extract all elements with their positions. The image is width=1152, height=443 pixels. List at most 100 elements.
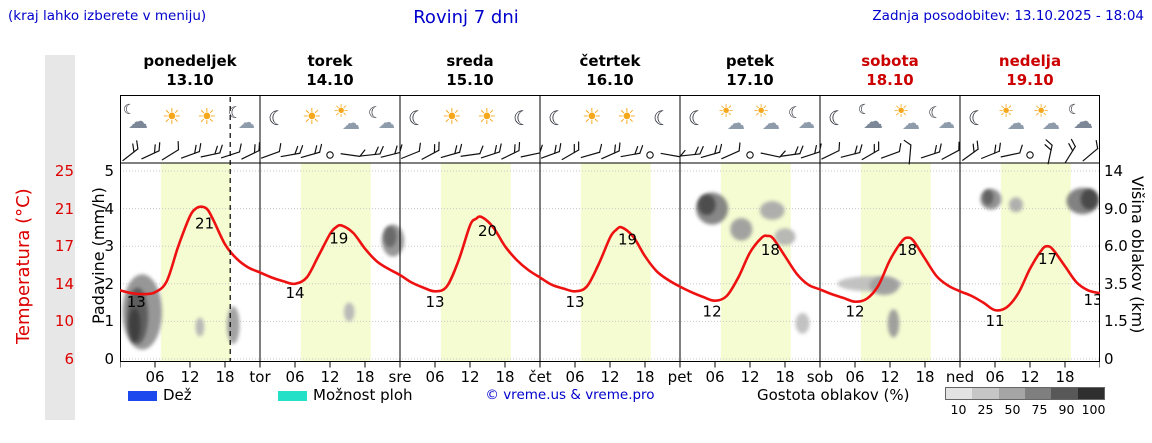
day-header-1: torek 14.10 bbox=[260, 52, 400, 92]
cloud-density-tick: 25 bbox=[977, 402, 994, 417]
day-date: 14.10 bbox=[306, 71, 354, 89]
temperature-value-label: 13 bbox=[565, 293, 584, 311]
sun-icon: ☀ bbox=[893, 100, 910, 122]
cloud-blob bbox=[982, 189, 994, 205]
wind-barb-icon bbox=[903, 139, 912, 165]
axis-tick: 6 bbox=[64, 350, 74, 368]
axis-tick: 1 bbox=[104, 312, 114, 331]
meteogram-chart: 13 21 14 19 13 20 13 19 12 18 12 18 11 17 13 bbox=[119, 95, 1103, 370]
wind-barb-icon bbox=[962, 140, 979, 161]
day-header-3: četrtek 16.10 bbox=[540, 52, 680, 92]
cloud-density-ticks: 10 25 50 75 90 100 bbox=[945, 402, 1107, 417]
wind-barb-icon bbox=[1044, 139, 1053, 165]
weather-icon-cloud-moon: ☾ ☁ bbox=[1066, 98, 1099, 142]
day-name: torek bbox=[307, 52, 353, 70]
cloud-icon: ☁ bbox=[863, 108, 883, 133]
cloud-height-axis-ticks: 14 9.0 6.0 3.5 1.5 0 bbox=[1104, 95, 1150, 375]
wind-barb-icon bbox=[460, 145, 484, 157]
cloud-blob bbox=[759, 201, 785, 220]
sun-icon: ☀ bbox=[477, 104, 497, 130]
axis-tick: 25 bbox=[54, 162, 74, 180]
sun-icon: ☀ bbox=[442, 104, 462, 130]
wind-barb-icon bbox=[601, 142, 621, 160]
weather-icon-sun: ☀ bbox=[191, 98, 224, 142]
weather-icon-sun-cloud: ☀ ☁ bbox=[716, 98, 749, 142]
cloud-icon: ☁ bbox=[238, 112, 255, 133]
rain-legend-swatch bbox=[128, 391, 157, 401]
day-date: 16.10 bbox=[586, 71, 634, 89]
wind-barb-icon bbox=[1064, 138, 1076, 164]
moon-icon: ☾ bbox=[968, 105, 986, 130]
sun-icon: ☀ bbox=[162, 104, 182, 130]
moon-icon: ☾ bbox=[1068, 101, 1081, 118]
weather-icon-moon: ☾ bbox=[261, 98, 294, 142]
moon-icon: ☾ bbox=[268, 105, 286, 130]
day-header-6: nedelja 19.10 bbox=[960, 52, 1100, 92]
cloud-density-segment bbox=[946, 388, 973, 399]
cloud-blob bbox=[698, 194, 716, 216]
x-axis-labels: 06 12 18 tor 06 12 18 sre 06 12 18 čet 06 12 18 pet 06 12… bbox=[120, 368, 1100, 386]
daylight-band bbox=[720, 163, 791, 362]
cloud-icon: ☁ bbox=[727, 112, 745, 134]
wind-barb-icon bbox=[840, 144, 863, 158]
cloud-density-segment bbox=[1077, 388, 1104, 399]
sun-icon: ☀ bbox=[718, 100, 735, 122]
cloud-blob bbox=[730, 218, 753, 241]
cloud-icon: ☁ bbox=[1007, 112, 1025, 134]
cloud-density-segment bbox=[998, 388, 1025, 399]
wind-barb-icon bbox=[421, 141, 440, 160]
cloud-density-segment bbox=[972, 388, 999, 399]
cloud-density-tick: 90 bbox=[1058, 402, 1075, 417]
wind-barb-icon bbox=[280, 145, 304, 158]
x-axis-hour-label: 06 bbox=[565, 368, 585, 386]
weather-icon-moon-cloud: ☾ ☁ bbox=[786, 98, 819, 142]
wind-barb-icon bbox=[880, 143, 902, 159]
day-name: sobota bbox=[861, 52, 919, 70]
x-axis-hour-label: 18 bbox=[635, 368, 655, 386]
daylight-band bbox=[1000, 163, 1071, 362]
weather-icon-moon: ☾ bbox=[821, 98, 854, 142]
x-axis-hour-label: 12 bbox=[600, 368, 620, 386]
moon-icon: ☾ bbox=[653, 105, 671, 130]
moon-icon: ☾ bbox=[828, 105, 846, 130]
wind-barb-icon bbox=[981, 142, 1001, 159]
axis-tick: 3 bbox=[104, 237, 114, 256]
axis-tick: 4 bbox=[104, 199, 114, 218]
weather-icon-moon: ☾ bbox=[646, 98, 679, 142]
wind-barb-icon bbox=[680, 145, 704, 157]
moon-icon: ☾ bbox=[368, 102, 383, 122]
cloud-blob bbox=[887, 309, 900, 338]
wind-barb-icon bbox=[780, 145, 804, 157]
sun-icon: ☀ bbox=[998, 100, 1015, 122]
copyright-link[interactable]: © vreme.us & vreme.pro bbox=[485, 387, 655, 403]
wind-barb-icon bbox=[700, 143, 723, 159]
x-axis-hour-label: 18 bbox=[775, 368, 795, 386]
wind-calm-icon bbox=[746, 151, 754, 159]
x-axis-hour-label: 12 bbox=[320, 368, 340, 386]
weather-icon-moon-cloud: ☾ ☁ bbox=[366, 98, 399, 142]
location-hint-text: (kraj lahko izberete v meniju) bbox=[8, 8, 207, 24]
axis-tick: 14 bbox=[54, 274, 74, 293]
wind-barb-icon bbox=[241, 141, 261, 160]
x-axis-hour-label: 18 bbox=[215, 368, 235, 386]
temperature-value-label: 18 bbox=[761, 241, 780, 259]
temperature-value-label: 11 bbox=[985, 312, 1004, 330]
x-axis-hour-label: 12 bbox=[740, 368, 760, 386]
wind-barb-icon bbox=[180, 143, 202, 159]
temperature-value-label: 17 bbox=[1038, 250, 1057, 268]
cloud-blob bbox=[869, 276, 899, 296]
axis-tick: 2 bbox=[104, 274, 114, 293]
moon-icon: ☾ bbox=[858, 101, 871, 118]
x-axis-hour-label: 06 bbox=[705, 368, 725, 386]
moon-icon: ☾ bbox=[688, 105, 706, 130]
temperature-value-label: 14 bbox=[285, 284, 304, 302]
cloud-blob bbox=[774, 228, 796, 246]
wind-barb-icon bbox=[861, 141, 880, 161]
weather-icon-moon: ☾ bbox=[506, 98, 539, 142]
moon-icon: ☾ bbox=[228, 102, 243, 122]
cloud-icon: ☁ bbox=[128, 108, 148, 133]
axis-tick: 17 bbox=[54, 237, 74, 256]
wind-barb-icon bbox=[620, 145, 644, 158]
sun-icon: ☀ bbox=[753, 100, 770, 122]
day-header-5: sobota 18.10 bbox=[820, 52, 960, 92]
